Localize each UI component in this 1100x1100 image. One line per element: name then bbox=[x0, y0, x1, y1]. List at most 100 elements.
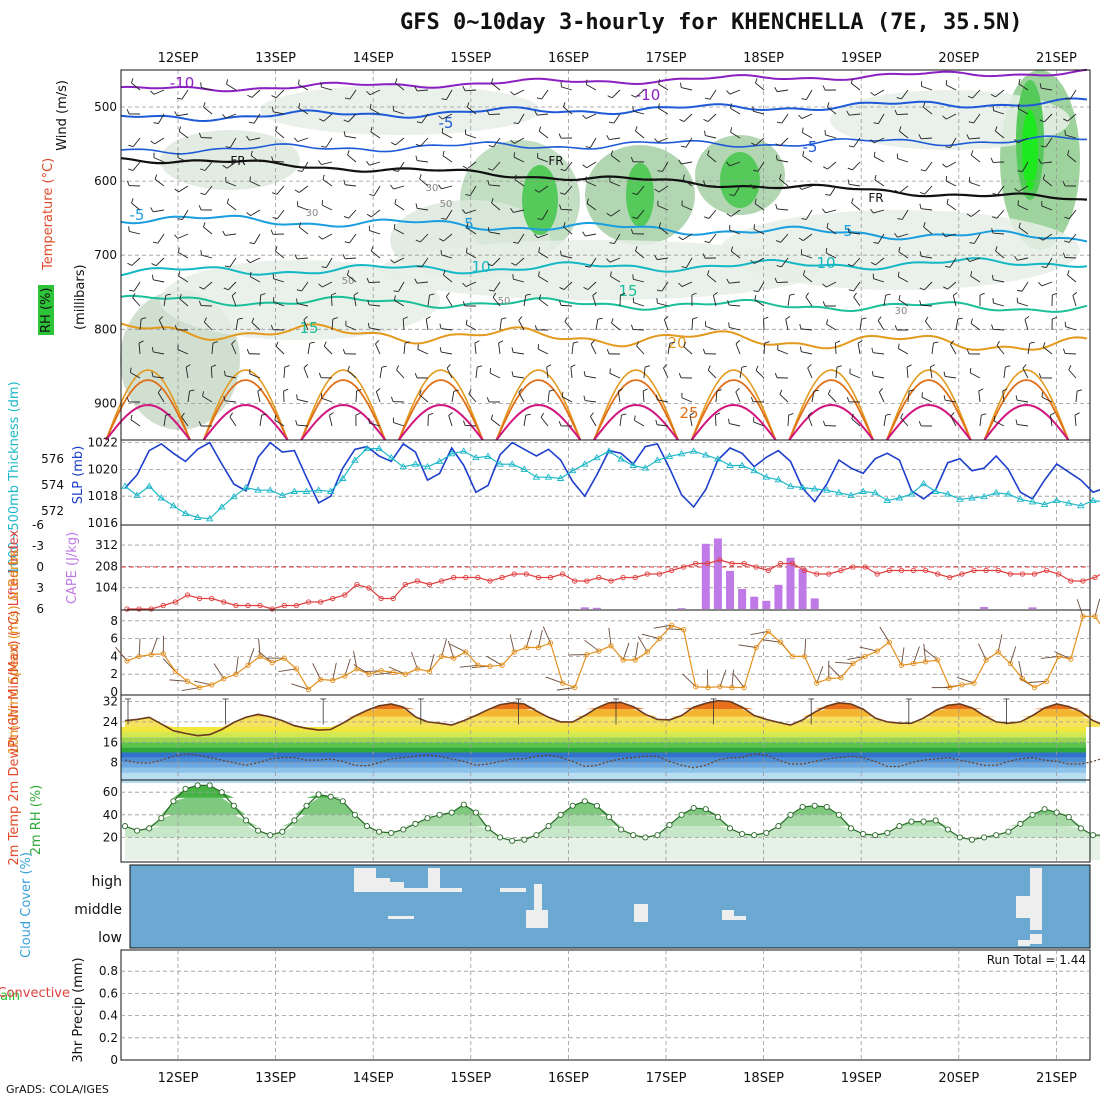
wind-speed-marker bbox=[172, 668, 179, 675]
wind-barb-flag bbox=[222, 114, 227, 119]
thickness-marker bbox=[944, 490, 952, 497]
thickness-marker bbox=[883, 496, 892, 504]
cape-bar bbox=[713, 538, 722, 609]
wind-barb bbox=[322, 179, 333, 187]
thickness-marker bbox=[411, 460, 420, 467]
contour-label: 50 bbox=[440, 199, 453, 210]
wind-barb-flag bbox=[669, 341, 675, 344]
wind-barb bbox=[1046, 257, 1053, 268]
wind-barb bbox=[1069, 89, 1077, 100]
precip-tick: 0.2 bbox=[99, 1031, 118, 1045]
wind-barb bbox=[518, 113, 525, 124]
wind-barb bbox=[132, 137, 141, 147]
wind-barb bbox=[475, 367, 478, 379]
wind-barb bbox=[331, 318, 334, 331]
wind-barb-flag bbox=[141, 317, 147, 320]
wind-barb-flag bbox=[231, 292, 237, 297]
wind-barb bbox=[952, 295, 957, 307]
wind-barb bbox=[225, 233, 237, 236]
wind-barb bbox=[398, 281, 405, 292]
wind-barb bbox=[537, 157, 549, 163]
wind-barb-flag bbox=[439, 323, 442, 329]
cloud-level-label: high bbox=[91, 874, 122, 890]
rh-marker bbox=[267, 832, 274, 839]
wind-barb-flag bbox=[561, 391, 564, 397]
wind-barb-flag bbox=[538, 126, 542, 132]
wind-barb-flag bbox=[446, 292, 450, 297]
contour-label: 10 bbox=[471, 258, 490, 276]
lifted-index-marker bbox=[656, 571, 663, 577]
wind-barb bbox=[1002, 391, 1005, 403]
slp-tick: 1016 bbox=[87, 516, 118, 530]
wind-barb bbox=[992, 328, 1005, 331]
wind-barb-flag bbox=[728, 418, 730, 424]
rh-marker bbox=[666, 821, 673, 829]
wind-barb bbox=[417, 349, 429, 355]
wind-barb bbox=[417, 89, 429, 92]
wind-barb-flag bbox=[896, 97, 902, 100]
rh-marker bbox=[509, 837, 516, 844]
wind-barb-flag bbox=[726, 213, 732, 217]
wind-barb bbox=[801, 185, 813, 190]
cape-tick: 312 bbox=[95, 538, 118, 552]
wind-barb-flag bbox=[346, 270, 350, 276]
wind-barb-flag bbox=[774, 277, 778, 283]
wind-barb-flag bbox=[847, 179, 850, 185]
wind-barb bbox=[489, 184, 501, 187]
wind-barb-flag bbox=[753, 290, 759, 292]
wind-barb-flag bbox=[198, 300, 202, 306]
lifted-index-marker bbox=[922, 567, 929, 574]
wind-barb-flag bbox=[789, 293, 795, 296]
wind-speed-marker bbox=[1043, 678, 1050, 684]
wind-barb-flag bbox=[224, 265, 230, 268]
wind-barb bbox=[297, 303, 309, 307]
wind-barb bbox=[469, 185, 477, 196]
rh-marker bbox=[654, 832, 661, 839]
thickness-marker bbox=[447, 449, 456, 457]
wind-barb-flag bbox=[537, 218, 543, 220]
rh-tick: 20 bbox=[103, 830, 118, 844]
wind-barb bbox=[369, 89, 381, 96]
wind-barb-flag bbox=[465, 319, 468, 325]
wind-barb-flag bbox=[606, 258, 611, 263]
wind-barb-flag bbox=[468, 389, 472, 394]
rh-marker bbox=[194, 782, 201, 789]
date-label-bottom: 13SEP bbox=[255, 1071, 296, 1086]
wind-barb bbox=[225, 375, 237, 379]
rh-legend-swatch bbox=[38, 285, 54, 335]
temp-contour-20 bbox=[788, 369, 874, 441]
wind-barb-flag bbox=[851, 198, 854, 204]
temp-contour bbox=[120, 157, 1088, 201]
pressure-tick: 900 bbox=[94, 396, 117, 410]
rh-tick: 60 bbox=[103, 785, 118, 799]
slp-tick: 1018 bbox=[87, 489, 118, 503]
wind-barb-flag bbox=[991, 274, 994, 280]
contour-label: FR bbox=[868, 191, 883, 205]
date-label-bottom: 15SEP bbox=[450, 1071, 491, 1086]
wind-speed-marker bbox=[378, 667, 384, 674]
wind-speed-marker bbox=[922, 659, 929, 665]
wind-barb bbox=[1072, 295, 1077, 307]
temp-contour-30 bbox=[202, 403, 289, 441]
wind-barb bbox=[802, 155, 813, 163]
wind-barb bbox=[157, 233, 165, 244]
wind-barb bbox=[708, 233, 717, 243]
rh-marker bbox=[714, 814, 721, 821]
lifted-index-marker bbox=[862, 564, 868, 570]
wind-barb bbox=[273, 278, 285, 283]
wind-barb bbox=[852, 257, 861, 267]
wind-barb bbox=[617, 391, 621, 403]
lifted-index-marker bbox=[584, 578, 590, 584]
rh-marker bbox=[448, 809, 455, 816]
temp-contour-25 bbox=[593, 379, 679, 441]
wind-barb-flag bbox=[582, 231, 586, 237]
rh-marker bbox=[206, 782, 213, 789]
lifted-index-marker bbox=[559, 571, 566, 577]
wind-barb bbox=[427, 295, 430, 307]
rh-marker bbox=[182, 785, 189, 792]
lifted-index-marker bbox=[801, 567, 808, 574]
wind-barb bbox=[514, 179, 525, 187]
wind-barb-flag bbox=[1063, 118, 1068, 122]
lifted-index-marker bbox=[814, 571, 820, 577]
wind-barb bbox=[873, 352, 885, 355]
